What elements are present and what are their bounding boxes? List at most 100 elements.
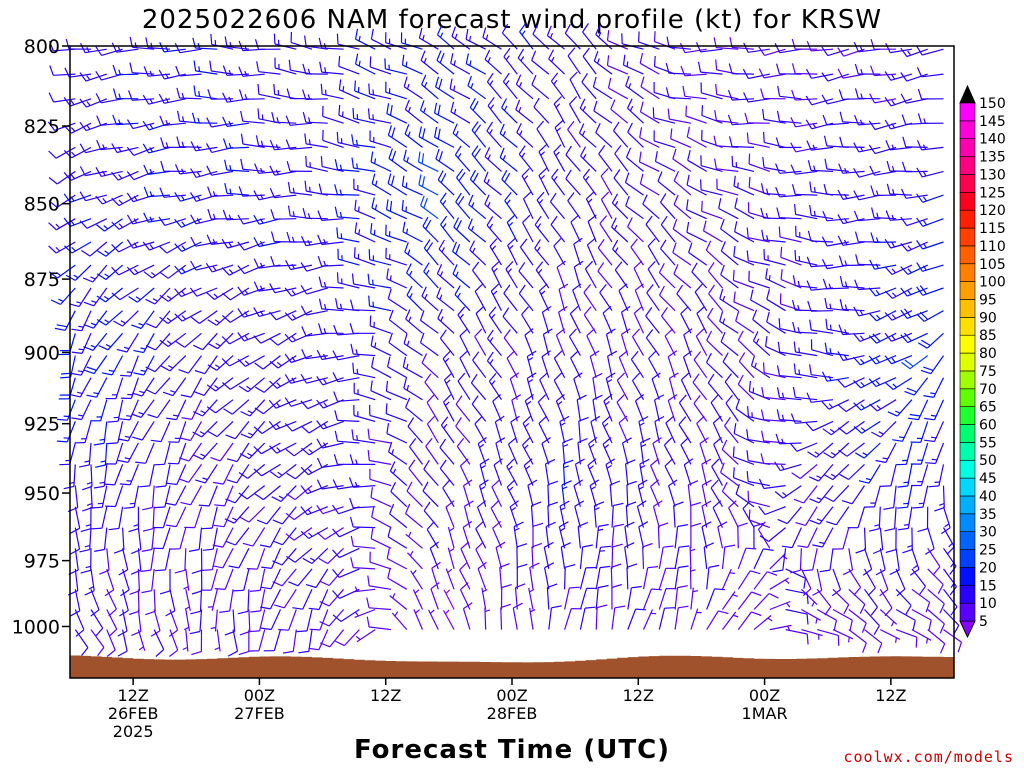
wind-barb bbox=[224, 609, 236, 636]
wind-barb bbox=[716, 178, 739, 196]
wind-barb bbox=[691, 262, 708, 289]
wind-barb bbox=[447, 526, 455, 549]
wind-barb bbox=[657, 522, 669, 549]
colorbar-swatch bbox=[959, 156, 976, 175]
wind-barb bbox=[924, 399, 945, 421]
wind-barb bbox=[902, 527, 913, 554]
wind-barb bbox=[746, 250, 770, 266]
wind-barb bbox=[351, 429, 376, 444]
wind-barb bbox=[718, 198, 739, 220]
x-tick-label: 2025 bbox=[113, 722, 154, 741]
wind-barb bbox=[237, 589, 250, 615]
wind-barb bbox=[595, 545, 611, 570]
wind-barb bbox=[592, 394, 603, 422]
wind-barb bbox=[192, 399, 218, 417]
wind-barb bbox=[261, 548, 282, 569]
wind-barb bbox=[182, 629, 189, 652]
wind-barb bbox=[351, 273, 376, 289]
wind-barb bbox=[477, 561, 487, 590]
wind-barb bbox=[659, 239, 676, 266]
wind-barb bbox=[824, 342, 849, 357]
wind-barb bbox=[516, 122, 534, 148]
wind-barb bbox=[554, 120, 566, 148]
wind-barb bbox=[556, 260, 566, 289]
colorbar-swatch bbox=[959, 388, 976, 407]
wind-barb bbox=[353, 178, 376, 196]
wind-barb bbox=[421, 74, 439, 100]
wind-barb bbox=[791, 63, 818, 75]
wind-barb bbox=[553, 144, 566, 172]
wind-barb bbox=[355, 53, 376, 75]
wind-barb bbox=[456, 168, 471, 196]
wind-barb bbox=[518, 262, 534, 289]
wind-barb bbox=[928, 464, 945, 488]
wind-barb bbox=[160, 137, 186, 148]
wind-barb bbox=[924, 421, 945, 443]
wind-barb bbox=[942, 527, 955, 555]
wind-barb bbox=[900, 47, 928, 58]
wind-barb bbox=[574, 500, 585, 528]
wind-barb bbox=[886, 183, 912, 196]
wind-barb bbox=[260, 568, 282, 590]
wind-barb bbox=[143, 186, 171, 198]
wind-barb bbox=[318, 276, 344, 289]
wind-barb bbox=[385, 81, 407, 100]
wind-barb bbox=[900, 72, 928, 82]
wind-barb bbox=[401, 54, 423, 75]
wind-barb bbox=[318, 298, 344, 312]
wind-barb bbox=[522, 415, 534, 444]
wind-barb bbox=[516, 563, 528, 590]
wind-barb bbox=[413, 609, 424, 630]
wind-barb bbox=[791, 38, 818, 50]
wind-barb bbox=[111, 170, 139, 181]
wind-barb bbox=[387, 173, 408, 196]
wind-barb bbox=[695, 42, 723, 53]
wind-barb bbox=[316, 504, 344, 515]
wind-barb bbox=[640, 76, 660, 100]
wind-barb bbox=[269, 463, 297, 479]
wind-barb bbox=[746, 132, 770, 148]
wind-barb bbox=[119, 464, 139, 486]
wind-barb bbox=[807, 300, 834, 312]
wind-barb bbox=[610, 563, 622, 590]
wind-barb bbox=[298, 629, 313, 654]
wind-barb bbox=[580, 146, 597, 172]
wind-barb bbox=[366, 616, 392, 631]
x-tick-label: 00Z bbox=[496, 686, 527, 705]
wind-barb bbox=[426, 394, 439, 422]
wind-barb bbox=[412, 589, 424, 610]
wind-barb bbox=[627, 585, 642, 610]
wind-barb bbox=[79, 121, 108, 132]
colorbar-swatch bbox=[959, 531, 976, 550]
wind-barb bbox=[674, 585, 688, 610]
colorbar-label: 150 bbox=[979, 96, 1006, 112]
colorbar-label: 60 bbox=[979, 418, 997, 434]
wind-barb bbox=[538, 167, 550, 196]
wind-barb bbox=[588, 437, 598, 465]
x-axis-label: Forecast Time (UTC) bbox=[354, 735, 670, 765]
wind-barb bbox=[253, 420, 281, 435]
wind-barb bbox=[505, 260, 518, 289]
wind-barb bbox=[370, 528, 392, 549]
colorbar-swatch bbox=[959, 442, 976, 461]
wind-barb bbox=[352, 362, 376, 379]
wind-barb bbox=[642, 194, 660, 220]
colorbar-label: 30 bbox=[979, 525, 997, 541]
wind-barb bbox=[354, 608, 376, 618]
wind-barb bbox=[155, 548, 171, 572]
wind-barb bbox=[499, 563, 510, 590]
wind-barb bbox=[191, 112, 218, 124]
wind-barb bbox=[769, 577, 790, 590]
wind-barb bbox=[120, 355, 139, 377]
wind-barb bbox=[91, 506, 108, 530]
wind-barb bbox=[336, 132, 360, 148]
wind-barb bbox=[658, 567, 677, 590]
wind-barb bbox=[583, 306, 597, 334]
wind-barb bbox=[248, 629, 266, 652]
wind-barb bbox=[472, 261, 487, 289]
wind-barb bbox=[494, 415, 505, 444]
wind-barb bbox=[421, 286, 439, 312]
credit-text[interactable]: coolwx.com/models bbox=[843, 748, 1014, 766]
x-tick-label: 27FEB bbox=[234, 704, 285, 723]
colorbar-label: 15 bbox=[979, 578, 997, 594]
